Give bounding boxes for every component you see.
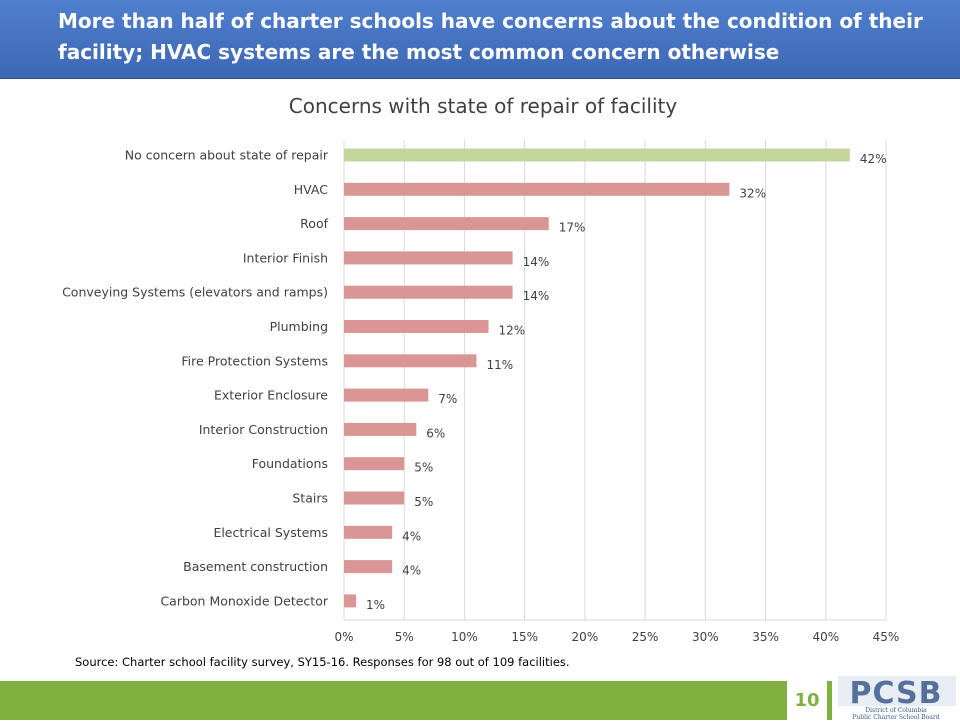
bar-chart: Concerns with state of repair of facilit… [62,94,899,644]
category-label: Conveying Systems (elevators and ramps) [62,285,328,300]
bar [344,354,477,368]
category-label: Fire Protection Systems [181,353,328,368]
bar [344,182,730,196]
category-label: HVAC [294,182,328,197]
data-label: 6% [426,426,445,440]
x-tick-label: 40% [812,630,839,644]
bar [344,320,489,333]
category-labels: No concern about state of repair HVAC Roof… [62,148,329,609]
data-label: 7% [438,392,457,406]
bar [344,594,357,608]
bar [344,560,393,574]
gridlines [343,140,887,621]
category-label: Plumbing [270,319,328,334]
svg-text:Public Charter School Board: Public Charter School Board [852,714,939,720]
bar [344,148,850,162]
slide-header: More than half of charter schools have c… [0,0,960,79]
bar [344,491,405,505]
bar [344,217,549,231]
data-label: 14% [523,255,550,269]
category-label: Roof [300,216,328,231]
category-label: Interior Finish [243,250,328,265]
bar [344,422,417,436]
data-label: 5% [414,495,433,509]
x-tick-label: 5% [395,630,414,644]
x-tick-label: 35% [752,630,779,644]
x-tick-label: 0% [334,630,353,644]
svg-text:PCSB: PCSB [849,676,942,711]
pcsb-logo: PCSB District of Columbia Public Charter… [832,672,960,721]
bar [344,525,393,539]
category-label: Exterior Enclosure [214,388,328,403]
x-tick-label: 45% [873,630,900,644]
data-label: 42% [860,152,887,166]
data-label: 11% [486,358,513,372]
data-labels: 42% 32% 17% 14% 14% 12% 11% 7% 6% 5% 5% 4% 4% 1% [366,152,886,612]
data-label: 4% [402,564,421,578]
category-label: No concern about state of repair [125,148,329,163]
data-label: 32% [739,186,766,200]
category-label: Foundations [252,456,328,471]
category-label: Stairs [292,491,328,506]
data-label: 14% [523,289,550,303]
bars [344,148,850,608]
x-tick-label: 20% [572,630,599,644]
source-note: Source: Charter school facility survey, … [75,655,570,669]
x-tick-label: 25% [632,630,659,644]
category-label: Electrical Systems [213,525,328,540]
x-tick-label: 15% [511,630,538,644]
category-label: Basement construction [183,559,328,574]
x-tick-labels: 0% 5% 10% 15% 20% 25% 30% 35% 40% 45% [334,630,899,644]
data-label: 17% [559,221,586,235]
x-tick-label: 30% [692,630,719,644]
bar [344,285,513,299]
data-label: 4% [402,529,421,543]
page-number: 10 [787,681,827,720]
bar [344,251,513,265]
category-label: Interior Construction [199,422,328,437]
x-tick-label: 10% [451,630,478,644]
data-label: 1% [366,598,385,612]
data-label: 5% [414,461,433,475]
chart-title: Concerns with state of repair of facilit… [289,94,678,118]
slide-title: More than half of charter schools have c… [58,9,923,64]
bar [344,457,405,471]
svg-text:District of Columbia: District of Columbia [865,707,927,714]
data-label: 12% [499,324,526,338]
bar [344,388,429,402]
category-label: Carbon Monoxide Detector [160,593,328,608]
